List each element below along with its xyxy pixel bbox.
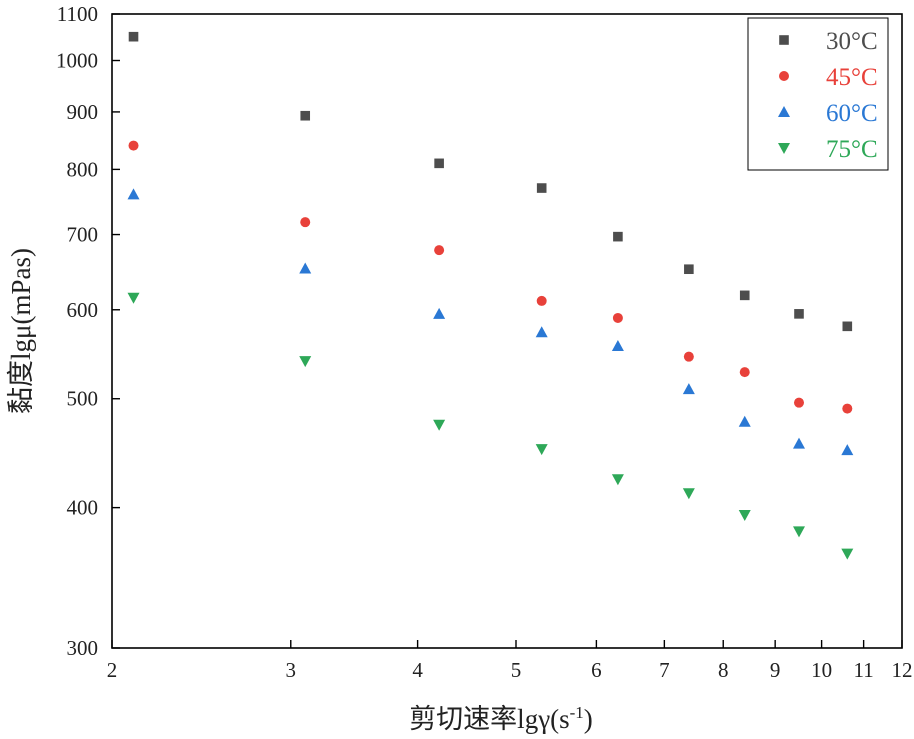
data-point [434, 158, 444, 169]
data-points [127, 31, 854, 560]
data-point [738, 415, 751, 427]
y-tick-label: 1000 [56, 49, 98, 73]
data-point [684, 264, 694, 275]
data-point [535, 444, 548, 456]
x-tick-label: 10 [811, 658, 832, 682]
data-point [792, 437, 805, 449]
data-point [128, 140, 139, 151]
data-point [300, 110, 311, 121]
y-tick-label: 600 [67, 298, 99, 322]
y-tick-label: 1100 [57, 2, 98, 26]
data-point [434, 245, 445, 256]
plot-frame [111, 13, 903, 649]
data-point [613, 231, 623, 242]
data-point [612, 312, 623, 323]
x-tick-label: 12 [892, 658, 913, 682]
data-point [682, 488, 695, 500]
x-tick-label: 8 [718, 658, 729, 682]
data-point [433, 307, 446, 319]
data-point [611, 340, 624, 352]
data-point [738, 509, 751, 521]
data-point [682, 383, 695, 395]
y-axis-title: 黏度lgμ(mPas) [6, 248, 36, 414]
data-point [299, 262, 312, 274]
x-axis-title: 剪切速率lgγ(s-1) [409, 703, 593, 734]
data-point [841, 548, 854, 560]
axes: 2 3 4 5 6 7 8 9 10 11 12 300 400 500 600 700 800 900 1000 1… [56, 2, 913, 682]
legend-marker [779, 71, 789, 81]
y-tick-label: 300 [67, 636, 99, 660]
data-point [536, 183, 547, 193]
x-tick-label: 5 [511, 658, 522, 682]
legend: 30°C 45°C 60°C 75°C [747, 17, 889, 171]
data-point [739, 367, 750, 378]
x-tick-label: 11 [854, 658, 874, 682]
data-point [536, 295, 547, 306]
data-point [128, 31, 139, 42]
legend-label: 45°C [826, 64, 878, 91]
x-tick-label: 7 [659, 658, 670, 682]
legend-box [747, 17, 889, 171]
x-tick-label: 9 [770, 658, 781, 682]
data-point [300, 217, 311, 228]
data-point [683, 351, 694, 362]
y-tick-label: 800 [67, 157, 99, 181]
x-tick-label: 2 [107, 658, 118, 682]
data-point [127, 292, 140, 304]
data-point [535, 326, 548, 338]
legend-label: 30°C [826, 28, 878, 55]
data-point [433, 419, 446, 431]
data-point [793, 397, 804, 408]
x-tick-label: 6 [591, 658, 602, 682]
data-point [842, 321, 853, 332]
data-point [794, 309, 804, 319]
data-point [842, 403, 853, 414]
x-tick-label: 4 [412, 658, 423, 682]
y-tick-label: 700 [67, 223, 99, 247]
data-point [841, 444, 854, 456]
x-tick-label: 3 [286, 658, 297, 682]
legend-label: 75°C [826, 136, 878, 163]
x-axis-title-superscript: -1 [570, 703, 584, 722]
x-axis-title-main: 剪切速率lgγ(s [409, 704, 569, 734]
legend-label: 60°C [826, 100, 878, 127]
legend-marker [778, 143, 790, 154]
y-tick-label: 500 [67, 387, 99, 411]
legend-marker [778, 106, 790, 117]
data-point [739, 290, 750, 301]
data-point [127, 188, 140, 200]
y-tick-label: 900 [67, 100, 99, 124]
data-point [792, 526, 805, 538]
x-axis-title-end: ) [584, 704, 593, 734]
y-tick-label: 400 [67, 496, 99, 520]
legend-marker [779, 35, 789, 45]
data-point [299, 356, 312, 368]
data-point [611, 474, 624, 486]
